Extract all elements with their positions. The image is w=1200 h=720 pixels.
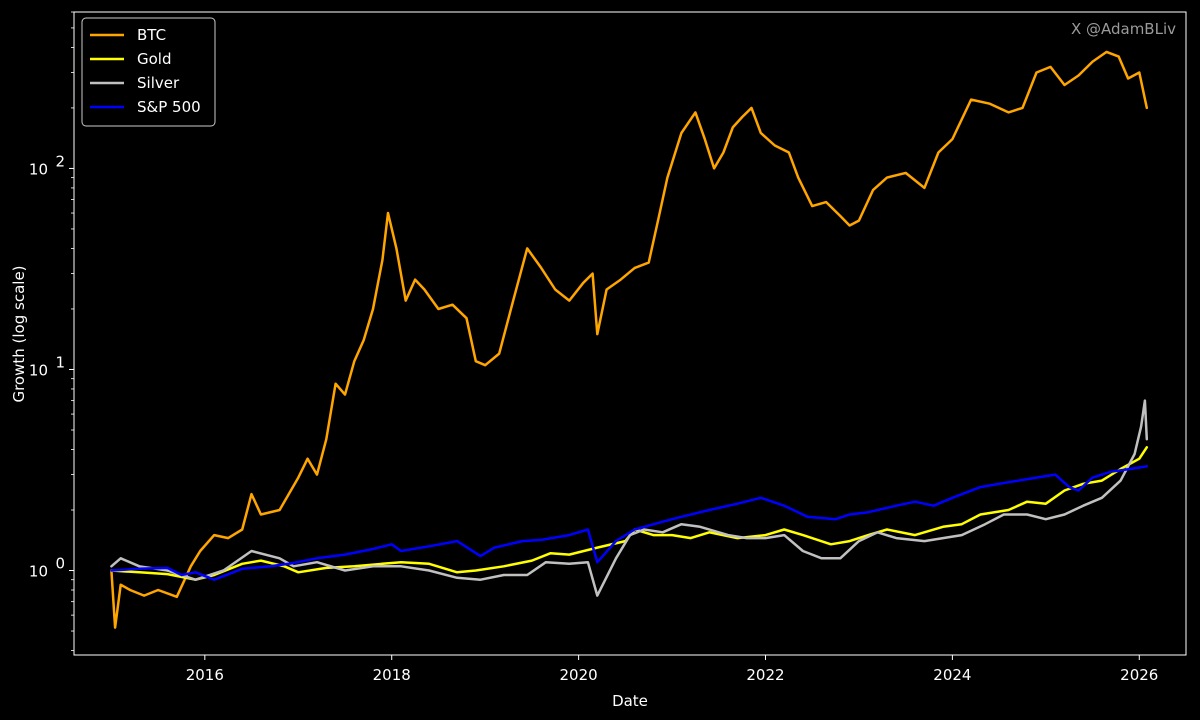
series-line-btc [110, 50, 1149, 629]
series-layer [110, 50, 1149, 629]
x-tick-label: 2024 [933, 666, 971, 684]
legend-label: Silver [137, 74, 180, 92]
x-axis-title: Date [612, 692, 648, 710]
y-tick-label: 10 [29, 563, 48, 581]
legend-box [81, 17, 216, 127]
x-tick-label: 2022 [746, 666, 784, 684]
y-axis-title: Growth (log scale) [10, 265, 28, 402]
y-axis: 10 0 10 1 10 2 [29, 11, 74, 651]
y-tick-exponent: 1 [55, 353, 65, 371]
y-tick-label: 10 [29, 160, 48, 178]
series-line-silver [110, 399, 1149, 597]
legend-label: BTC [137, 26, 166, 44]
x-tick-label: 2020 [560, 666, 598, 684]
legend-label: Gold [137, 50, 172, 68]
x-axis: 2016 2018 2020 2022 2024 2026 [186, 655, 1158, 684]
series-line-s-p-500 [110, 465, 1149, 581]
x-tick-label: 2026 [1120, 666, 1158, 684]
plot-area [73, 11, 1187, 656]
y-tick-exponent: 0 [55, 555, 65, 573]
legend-label: S&P 500 [137, 98, 201, 116]
x-tick-label: 2016 [186, 666, 224, 684]
series-line-gold [110, 446, 1149, 581]
watermark: X @AdamBLiv [1071, 20, 1176, 38]
y-tick-label: 10 [29, 361, 48, 379]
y-tick-exponent: 2 [55, 152, 65, 170]
legend: BTC Gold Silver S&P 500 [81, 17, 216, 127]
x-tick-label: 2018 [373, 666, 411, 684]
